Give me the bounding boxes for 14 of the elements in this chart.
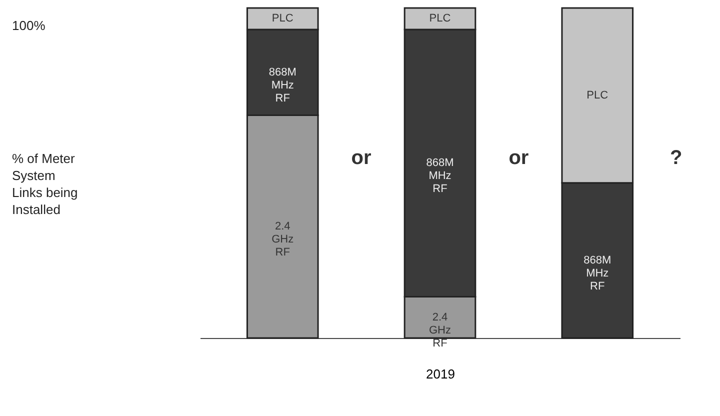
text: 100% xyxy=(12,18,46,33)
series-label: PLC xyxy=(272,12,294,25)
series-label: 2.4 GHz RF xyxy=(429,311,451,350)
text: PLC xyxy=(586,89,608,102)
text: 868M MHz RF xyxy=(584,254,612,292)
annotation: or xyxy=(351,146,372,170)
annotation: or xyxy=(508,146,529,170)
text: 868M MHz RF xyxy=(426,157,454,196)
annotation: ? xyxy=(670,146,682,170)
x-axis-title: 2019 xyxy=(426,366,455,382)
text: 2.4 GHz RF xyxy=(272,220,294,259)
text: PLC xyxy=(429,12,451,25)
text: % of Meter System Links being Installed xyxy=(12,150,79,218)
series-label: 868M MHz RF xyxy=(268,66,296,104)
